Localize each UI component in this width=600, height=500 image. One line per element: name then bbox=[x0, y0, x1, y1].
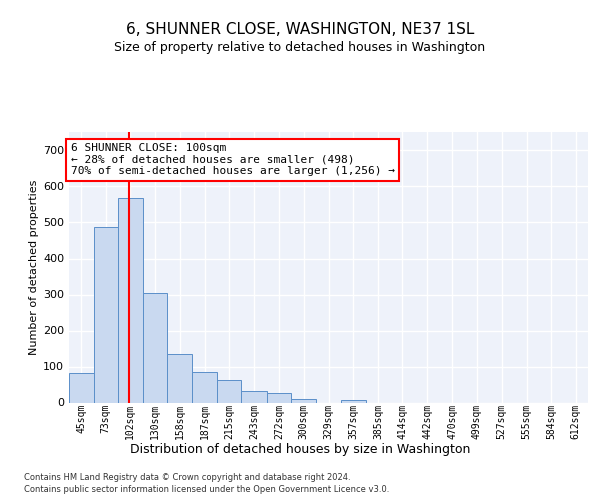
Bar bbox=[94, 227, 118, 402]
Y-axis label: Number of detached properties: Number of detached properties bbox=[29, 180, 39, 355]
Bar bbox=[241, 391, 267, 402]
Bar bbox=[167, 354, 193, 403]
Bar bbox=[118, 198, 143, 402]
Bar bbox=[193, 372, 217, 402]
Bar bbox=[217, 380, 241, 402]
Bar bbox=[267, 393, 292, 402]
Text: Contains HM Land Registry data © Crown copyright and database right 2024.: Contains HM Land Registry data © Crown c… bbox=[24, 472, 350, 482]
Text: Distribution of detached houses by size in Washington: Distribution of detached houses by size … bbox=[130, 442, 470, 456]
Bar bbox=[143, 294, 167, 403]
Text: 6 SHUNNER CLOSE: 100sqm
← 28% of detached houses are smaller (498)
70% of semi-d: 6 SHUNNER CLOSE: 100sqm ← 28% of detache… bbox=[71, 144, 395, 176]
Text: Size of property relative to detached houses in Washington: Size of property relative to detached ho… bbox=[115, 41, 485, 54]
Bar bbox=[292, 398, 316, 402]
Text: 6, SHUNNER CLOSE, WASHINGTON, NE37 1SL: 6, SHUNNER CLOSE, WASHINGTON, NE37 1SL bbox=[126, 22, 474, 38]
Text: Contains public sector information licensed under the Open Government Licence v3: Contains public sector information licen… bbox=[24, 485, 389, 494]
Bar bbox=[69, 373, 94, 402]
Bar bbox=[341, 400, 365, 402]
